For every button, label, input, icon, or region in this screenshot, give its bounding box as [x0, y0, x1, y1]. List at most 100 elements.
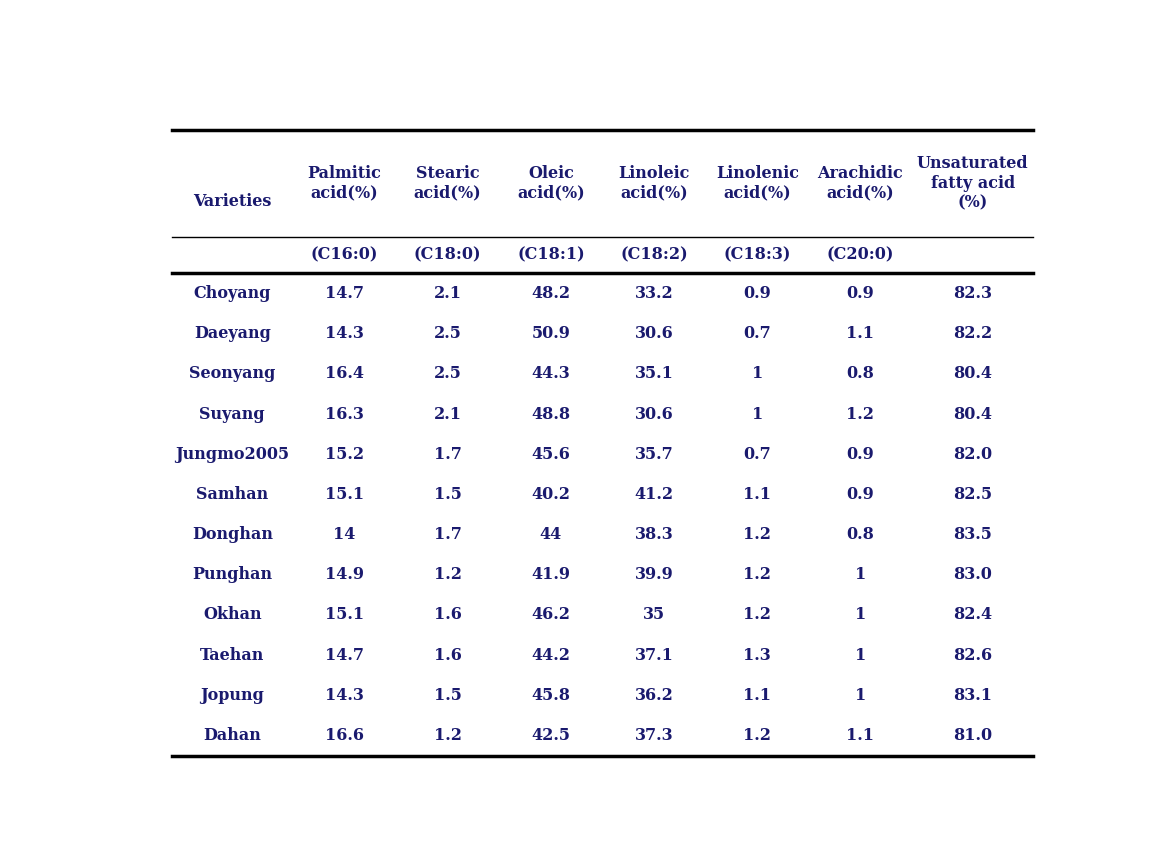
Text: 1: 1	[752, 405, 763, 422]
Text: 30.6: 30.6	[635, 325, 674, 342]
Text: Jopung: Jopung	[200, 687, 264, 704]
Text: 1: 1	[855, 566, 866, 583]
Text: 1.2: 1.2	[433, 566, 462, 583]
Text: 0.9: 0.9	[846, 285, 874, 302]
Text: 0.9: 0.9	[743, 285, 771, 302]
Text: 0.9: 0.9	[846, 446, 874, 463]
Text: 16.3: 16.3	[325, 405, 364, 422]
Text: 46.2: 46.2	[532, 607, 571, 624]
Text: 1.2: 1.2	[743, 566, 771, 583]
Text: 1: 1	[855, 646, 866, 664]
Text: 83.0: 83.0	[953, 566, 992, 583]
Text: Daeyang: Daeyang	[193, 325, 271, 342]
Text: Linoleic
acid(%): Linoleic acid(%)	[618, 165, 690, 202]
Text: 1.3: 1.3	[743, 646, 771, 664]
Text: 1.2: 1.2	[743, 607, 771, 624]
Text: 14: 14	[334, 526, 356, 543]
Text: 0.9: 0.9	[846, 486, 874, 503]
Text: 15.1: 15.1	[325, 486, 364, 503]
Text: 37.1: 37.1	[635, 646, 674, 664]
Text: 81.0: 81.0	[953, 727, 992, 744]
Text: 80.4: 80.4	[953, 365, 992, 382]
Text: 2.5: 2.5	[434, 365, 462, 382]
Text: 44.3: 44.3	[532, 365, 570, 382]
Text: 80.4: 80.4	[953, 405, 992, 422]
Text: 45.6: 45.6	[532, 446, 570, 463]
Text: 33.2: 33.2	[635, 285, 674, 302]
Text: 15.2: 15.2	[325, 446, 364, 463]
Text: Okhan: Okhan	[203, 607, 262, 624]
Text: 82.6: 82.6	[953, 646, 992, 664]
Text: 82.3: 82.3	[953, 285, 992, 302]
Text: 41.9: 41.9	[532, 566, 571, 583]
Text: 1.6: 1.6	[434, 607, 462, 624]
Text: 14.7: 14.7	[325, 285, 364, 302]
Text: 14.9: 14.9	[325, 566, 364, 583]
Text: 1.1: 1.1	[743, 687, 771, 704]
Text: 15.1: 15.1	[325, 607, 364, 624]
Text: 0.8: 0.8	[846, 365, 874, 382]
Text: 35.7: 35.7	[635, 446, 674, 463]
Text: 83.1: 83.1	[953, 687, 992, 704]
Text: 0.7: 0.7	[743, 446, 771, 463]
Text: 1: 1	[855, 687, 866, 704]
Text: 14.7: 14.7	[325, 646, 364, 664]
Text: (C16:0): (C16:0)	[310, 246, 379, 264]
Text: 50.9: 50.9	[532, 325, 570, 342]
Text: (C18:3): (C18:3)	[724, 246, 791, 264]
Text: 36.2: 36.2	[635, 687, 674, 704]
Text: 82.4: 82.4	[953, 607, 992, 624]
Text: Palmitic
acid(%): Palmitic acid(%)	[308, 165, 381, 202]
Text: 1.5: 1.5	[434, 486, 462, 503]
Text: Punghan: Punghan	[192, 566, 272, 583]
Text: 1.5: 1.5	[434, 687, 462, 704]
Text: 82.5: 82.5	[953, 486, 992, 503]
Text: Arachidic
acid(%): Arachidic acid(%)	[818, 165, 903, 202]
Text: Choyang: Choyang	[193, 285, 271, 302]
Text: Taehan: Taehan	[200, 646, 264, 664]
Text: 1.1: 1.1	[846, 325, 874, 342]
Text: 16.6: 16.6	[325, 727, 364, 744]
Text: 30.6: 30.6	[635, 405, 674, 422]
Text: Linolenic
acid(%): Linolenic acid(%)	[716, 165, 799, 202]
Text: 39.9: 39.9	[635, 566, 674, 583]
Text: 1.7: 1.7	[434, 446, 462, 463]
Text: (C20:0): (C20:0)	[827, 246, 894, 264]
Text: Seonyang: Seonyang	[189, 365, 276, 382]
Text: 44.2: 44.2	[532, 646, 571, 664]
Text: (C18:2): (C18:2)	[621, 246, 688, 264]
Text: 44: 44	[540, 526, 562, 543]
Text: 38.3: 38.3	[635, 526, 674, 543]
Text: Unsaturated
fatty acid
(%): Unsaturated fatty acid (%)	[917, 156, 1028, 212]
Text: 0.7: 0.7	[743, 325, 771, 342]
Text: 1: 1	[752, 365, 763, 382]
Text: (C18:1): (C18:1)	[516, 246, 585, 264]
Text: 37.3: 37.3	[635, 727, 673, 744]
Text: 1.7: 1.7	[434, 526, 462, 543]
Text: Donghan: Donghan	[192, 526, 273, 543]
Text: Oleic
acid(%): Oleic acid(%)	[516, 165, 585, 202]
Text: 82.2: 82.2	[953, 325, 992, 342]
Text: 48.8: 48.8	[532, 405, 571, 422]
Text: 2.5: 2.5	[434, 325, 462, 342]
Text: 82.0: 82.0	[953, 446, 992, 463]
Text: 83.5: 83.5	[953, 526, 992, 543]
Text: 35.1: 35.1	[635, 365, 674, 382]
Text: 1.1: 1.1	[846, 727, 874, 744]
Text: 2.1: 2.1	[433, 405, 462, 422]
Text: 1: 1	[855, 607, 866, 624]
Text: 1.2: 1.2	[433, 727, 462, 744]
Text: Suyang: Suyang	[199, 405, 265, 422]
Text: 40.2: 40.2	[532, 486, 571, 503]
Text: 0.8: 0.8	[846, 526, 874, 543]
Text: 2.1: 2.1	[433, 285, 462, 302]
Text: Varieties: Varieties	[193, 194, 271, 210]
Text: Jungmo2005: Jungmo2005	[175, 446, 290, 463]
Text: 1.6: 1.6	[434, 646, 462, 664]
Text: Stearic
acid(%): Stearic acid(%)	[413, 165, 482, 202]
Text: 14.3: 14.3	[325, 687, 364, 704]
Text: 42.5: 42.5	[532, 727, 571, 744]
Text: 1.2: 1.2	[846, 405, 874, 422]
Text: (C18:0): (C18:0)	[413, 246, 482, 264]
Text: Samhan: Samhan	[196, 486, 269, 503]
